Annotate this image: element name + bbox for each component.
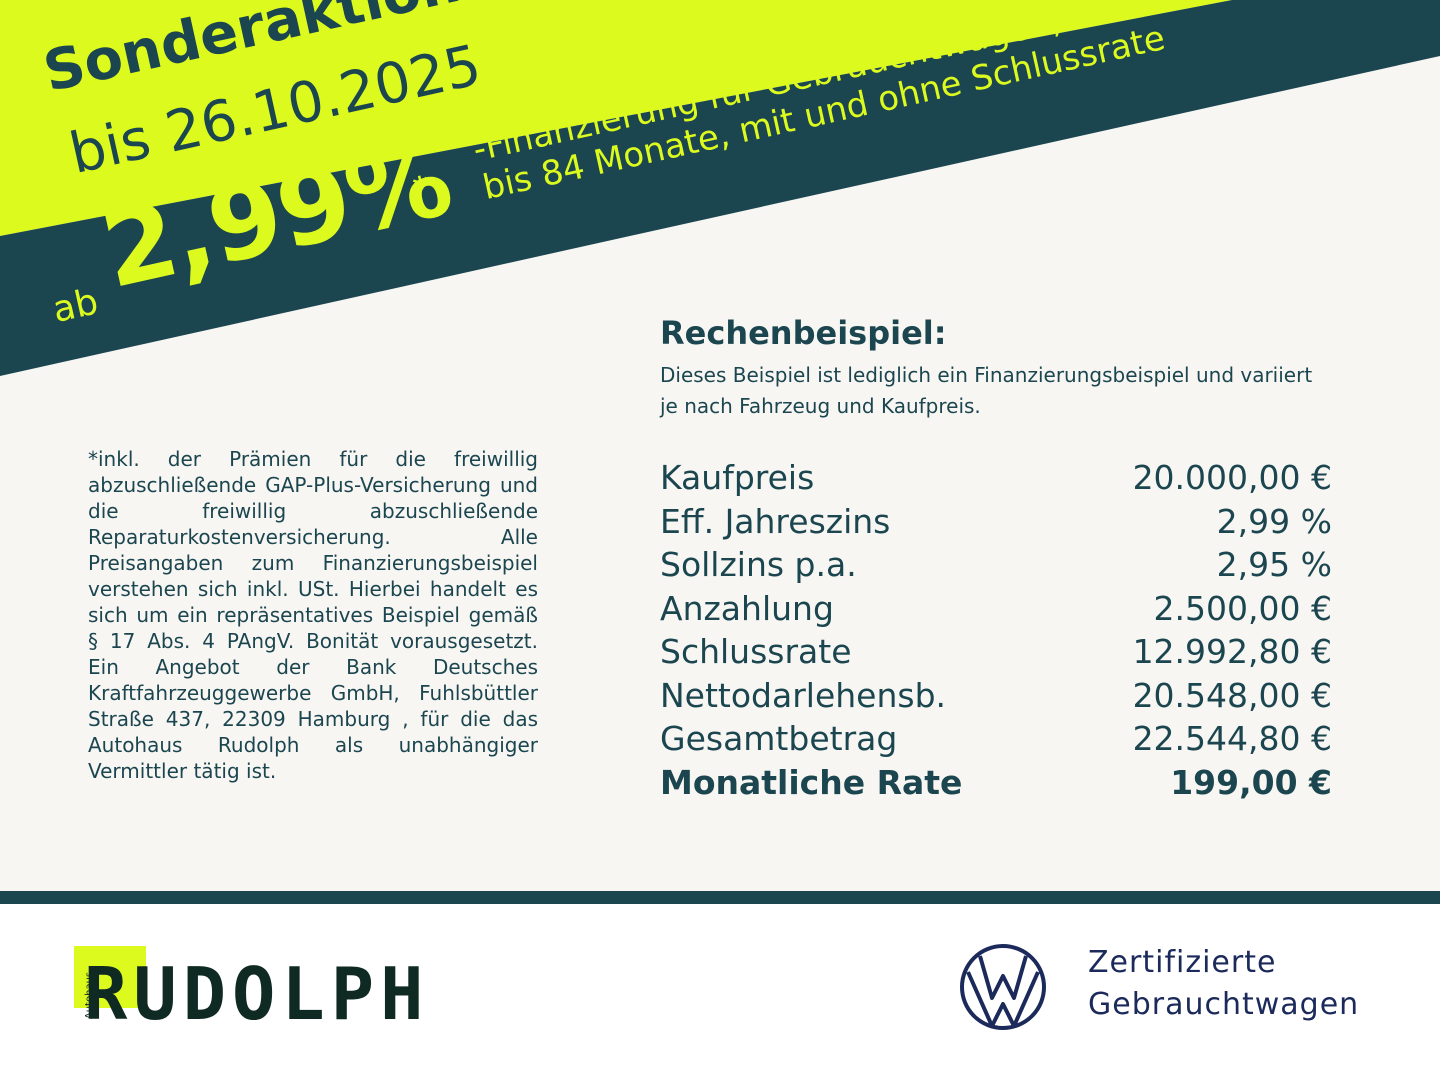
row-label: Schlussrate (660, 632, 852, 671)
calc-row: Sollzins p.a. 2,95 % (660, 543, 1332, 587)
row-value: 20.000,00 € (1132, 458, 1332, 497)
footer-divider (0, 891, 1440, 904)
row-label: Sollzins p.a. (660, 545, 857, 584)
row-value: 12.992,80 € (1132, 632, 1332, 671)
row-label: Gesamtbetrag (660, 719, 898, 758)
vw-line-2: Gebrauchtwagen (1088, 987, 1360, 1022)
row-label: Nettodarlehensb. (660, 675, 947, 715)
footer (0, 904, 1440, 1080)
row-label: Eff. Jahreszins (660, 501, 891, 541)
vw-line-1: Zertifizierte (1088, 945, 1277, 980)
calc-row: Eff. Jahreszins 2,99 % (660, 500, 1332, 544)
row-value: 199,00 € (1170, 762, 1332, 802)
rudolph-logo: Autohaus RUDOLPH (74, 946, 544, 1036)
calc-row-monthly-rate: Monatliche Rate 199,00 € (660, 761, 1332, 805)
banner-background (0, 0, 1440, 376)
calc-row: Schlussrate 12.992,80 € (660, 630, 1332, 674)
calc-row: Nettodarlehensb. 20.548,00 € (660, 674, 1332, 718)
calc-row: Kaufpreis 20.000,00 € (660, 456, 1332, 500)
calc-row: Gesamtbetrag 22.544,80 € (660, 717, 1332, 761)
certified-used-cars-label: Zertifizierte Gebrauchtwagen (1088, 942, 1359, 1026)
logo-wordmark: RUDOLPH (84, 952, 430, 1036)
row-label: Monatliche Rate (660, 762, 963, 802)
disclaimer-text: *inkl. der Prämien für die freiwillig ab… (88, 447, 538, 783)
row-value: 20.548,00 € (1132, 675, 1332, 715)
row-label: Anzahlung (660, 588, 834, 628)
row-value: 22.544,80 € (1132, 719, 1332, 758)
vw-logo-icon (960, 944, 1046, 1030)
calc-row: Anzahlung 2.500,00 € (660, 587, 1332, 631)
teal-band (0, 0, 1440, 376)
row-label: Kaufpreis (660, 458, 815, 497)
logo-lime-square (74, 946, 146, 1008)
calc-subtitle: Dieses Beispiel ist lediglich ein Finanz… (660, 363, 1313, 418)
calc-rows: Kaufpreis 20.000,00 € Eff. Jahreszins 2,99… (660, 456, 1332, 804)
calculation-example: Rechenbeispiel: Dieses Beispiel ist ledi… (660, 314, 1332, 804)
row-value: 2,99 % (1216, 501, 1332, 541)
row-value: 2,95 % (1216, 545, 1332, 584)
calc-title: Rechenbeispiel: (660, 314, 947, 352)
row-value: 2.500,00 € (1153, 588, 1332, 628)
